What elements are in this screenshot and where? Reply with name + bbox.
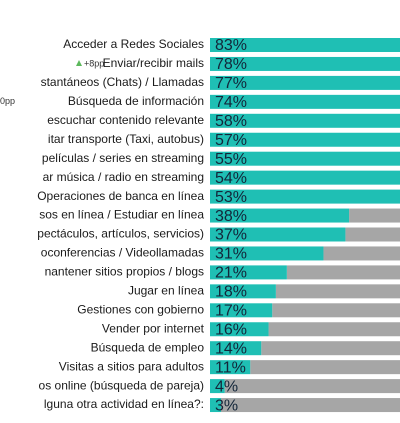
value-label: 77% <box>215 75 247 92</box>
category-label: lguna otra actividad en línea?: <box>44 397 204 411</box>
bar <box>210 94 400 109</box>
category-label: Jugar en línea <box>128 284 204 298</box>
category-label: Vender por internet <box>102 321 205 335</box>
bar <box>210 322 269 337</box>
bar <box>210 113 400 128</box>
bar <box>210 227 346 242</box>
value-label: 83% <box>215 37 247 54</box>
value-label: 38% <box>215 208 247 225</box>
category-label: nantener sitios propios / blogs <box>45 265 204 279</box>
value-label: 37% <box>215 227 247 244</box>
category-label: Gestiones con gobierno <box>77 302 204 316</box>
bar-remainder <box>268 322 400 337</box>
bar-remainder <box>250 360 400 375</box>
bar <box>210 303 273 318</box>
bar <box>210 75 400 90</box>
category-label: Búsqueda de empleo <box>91 340 205 354</box>
bar-remainder <box>272 303 400 318</box>
bar <box>210 56 400 71</box>
bar-remainder <box>286 265 400 280</box>
category-label: Operaciones de banca en línea <box>37 189 204 203</box>
category-label: pectáculos, artículos, servicios) <box>37 227 204 241</box>
value-label: 17% <box>215 303 247 320</box>
value-label: 3% <box>215 397 238 414</box>
bar <box>210 189 400 204</box>
value-label: 53% <box>215 189 247 206</box>
category-label: Visitas a sitios para adultos <box>59 359 204 373</box>
up-arrow <box>76 60 82 66</box>
bar <box>210 379 225 394</box>
bar <box>210 284 276 299</box>
bar <box>210 151 400 166</box>
value-label: 58% <box>215 113 247 130</box>
bar <box>210 398 221 413</box>
category-label: os online (búsqueda de pareja) <box>39 378 204 392</box>
value-label: 21% <box>215 265 247 282</box>
bar <box>210 170 400 185</box>
category-label: ar música / radio en streaming <box>43 170 204 184</box>
value-label: 4% <box>215 378 238 395</box>
value-label: 74% <box>215 94 247 111</box>
value-label: 78% <box>215 56 247 73</box>
value-label: 31% <box>215 246 247 263</box>
bar <box>210 341 262 356</box>
bar <box>210 246 324 261</box>
value-label: 57% <box>215 132 247 149</box>
bar <box>210 208 350 223</box>
category-label: Enviar/recibir mails <box>103 56 204 70</box>
bar-remainder <box>224 379 400 394</box>
bar-remainder <box>349 208 400 223</box>
bar <box>210 360 251 375</box>
value-label: 55% <box>215 151 247 168</box>
bar-remainder <box>220 398 400 413</box>
bar-remainder <box>261 341 400 356</box>
value-label: 18% <box>215 284 247 301</box>
annotation: +8pp <box>84 58 104 68</box>
bar <box>210 265 287 280</box>
annotation: 0pp <box>0 96 15 106</box>
value-label: 54% <box>215 170 247 187</box>
bar-remainder <box>275 284 400 299</box>
bar <box>210 132 400 147</box>
category-label: escuchar contenido relevante <box>47 113 204 127</box>
bar-remainder <box>323 246 400 261</box>
category-label: oconferencias / Videollamadas <box>41 246 204 260</box>
category-label: Búsqueda de información <box>68 94 204 108</box>
value-label: 11% <box>215 359 246 376</box>
category-label: stantáneos (Chats) / Llamadas <box>41 75 204 89</box>
category-label: sos en línea / Estudiar en línea <box>39 208 204 222</box>
bar <box>210 38 400 52</box>
value-label: 16% <box>215 321 247 338</box>
category-label: itar transporte (Taxi, autobus) <box>48 132 204 146</box>
value-label: 14% <box>215 340 247 357</box>
category-label: Acceder a Redes Sociales <box>63 37 204 51</box>
category-label: películas / series en streaming <box>42 151 204 165</box>
bar-remainder <box>345 227 400 242</box>
